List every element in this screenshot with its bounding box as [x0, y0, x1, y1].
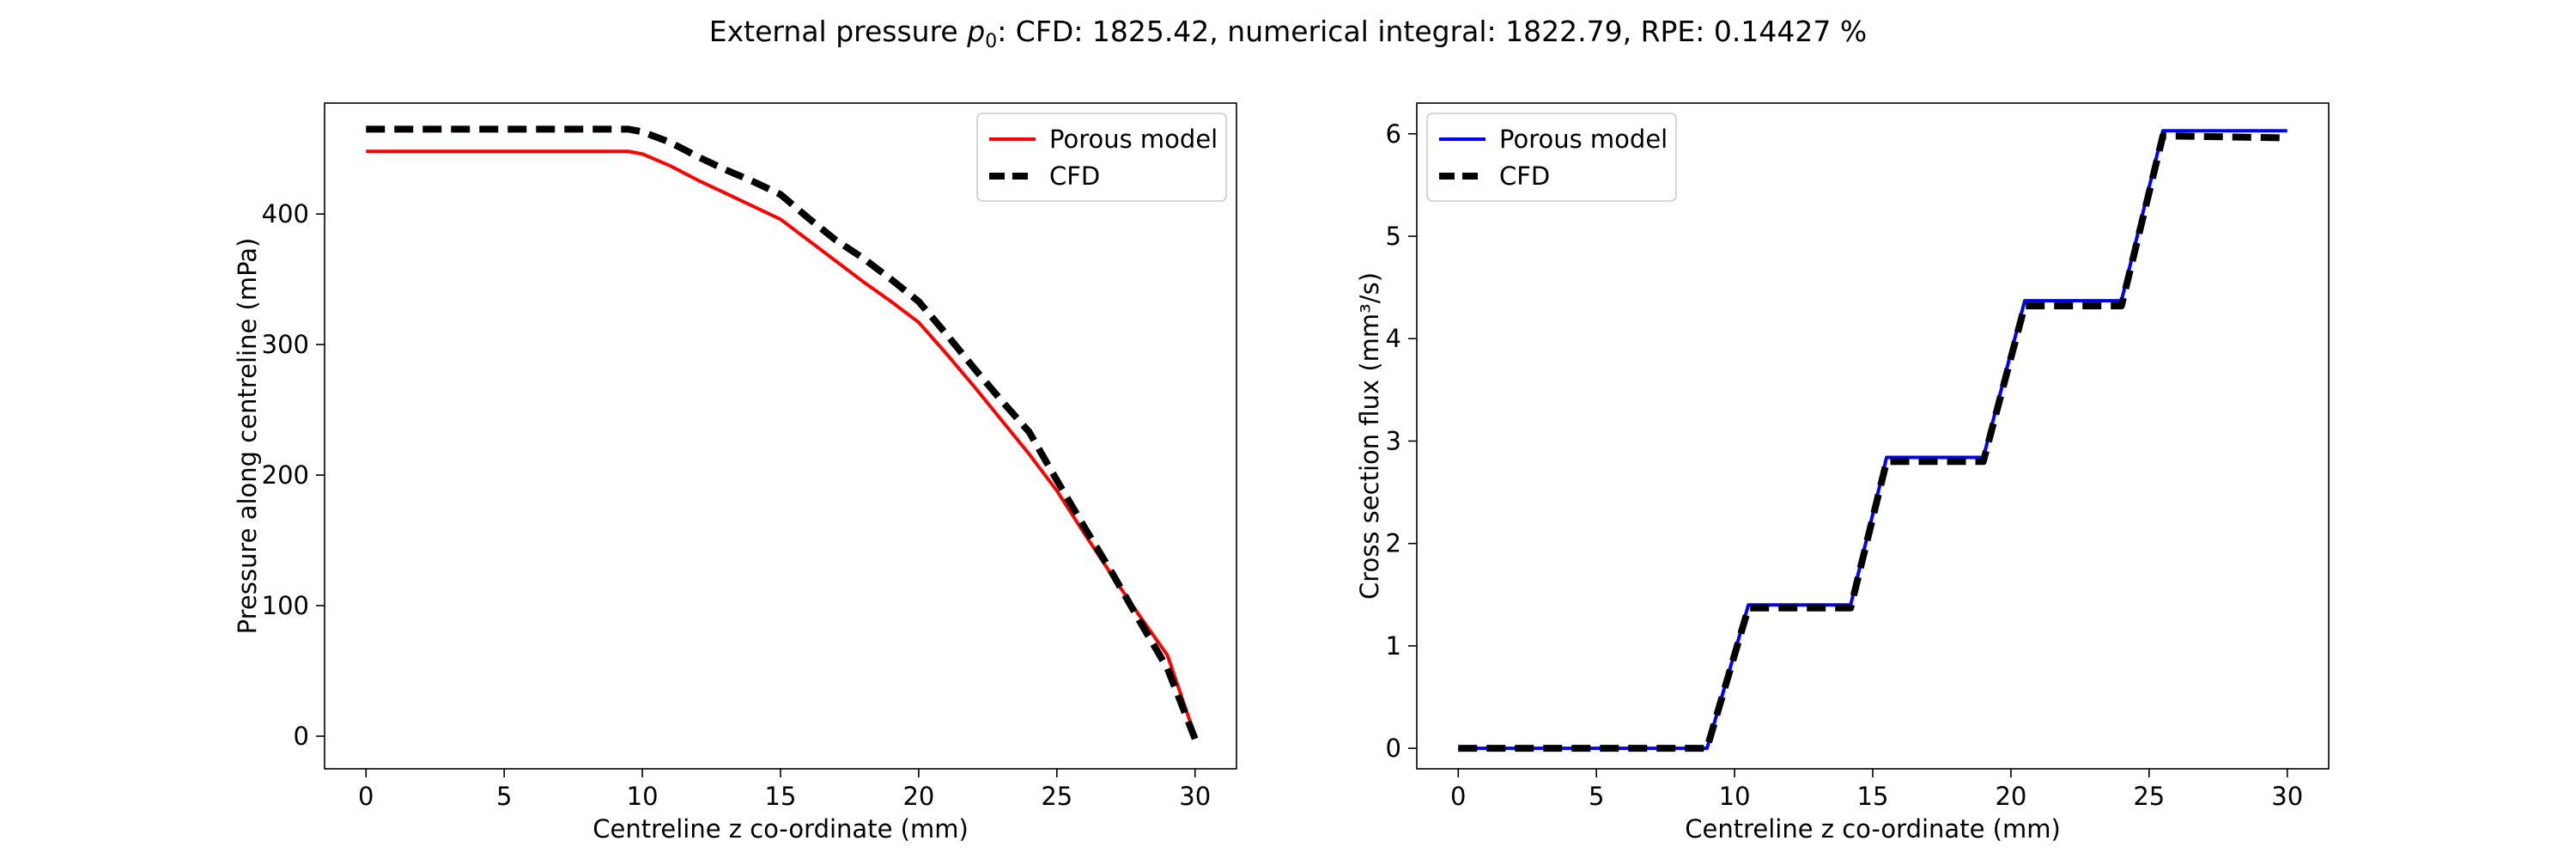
y-tick-label: 3	[1386, 426, 1401, 455]
x-tick-label: 10	[627, 782, 659, 811]
figure-title: External pressure p0: CFD: 1825.42, nume…	[709, 15, 1867, 52]
y-tick-label: 0	[294, 722, 309, 751]
flux-plot: 0 5 10 15 20 25 30 0 1 2 3 4 5 6 Centreline z co-ordin…	[1355, 102, 2330, 844]
legend-label: CFD	[1499, 161, 1550, 191]
y-tick-label: 0	[1386, 734, 1401, 763]
x-tick-label: 15	[1857, 782, 1889, 811]
x-tick-label: 0	[358, 782, 374, 811]
legend: Porous model CFD	[1426, 113, 1677, 202]
legend: Porous model CFD	[976, 113, 1227, 202]
y-tick-label: 2	[1386, 529, 1401, 558]
y-tick-label: 400	[262, 199, 309, 228]
series-line-cfd	[366, 125, 1199, 740]
y-tick-label: 4	[1386, 324, 1401, 353]
y-tick-label: 5	[1386, 222, 1401, 251]
legend-label: Porous model	[1049, 125, 1218, 154]
x-tick-label: 30	[1179, 782, 1211, 811]
y-axis-label: Cross section flux (mm³/s)	[1355, 272, 1384, 600]
y-tick-label: 300	[262, 330, 309, 359]
series-line-cfd	[1458, 132, 2287, 752]
legend-box	[1426, 113, 1677, 202]
series-line-porous-model	[366, 149, 1197, 737]
legend-box	[976, 113, 1227, 202]
axes-frame	[324, 102, 1237, 770]
x-tick-label: 25	[2133, 782, 2165, 811]
x-tick-label: 20	[902, 782, 934, 811]
x-axis-label: Centreline z co-ordinate (mm)	[1685, 814, 2061, 844]
x-axis-label: Centreline z co-ordinate (mm)	[592, 814, 969, 844]
y-tick-label: 200	[262, 460, 309, 490]
series-group	[1458, 129, 2287, 752]
x-tick-label: 15	[765, 782, 797, 811]
x-tick-label: 10	[1719, 782, 1751, 811]
x-tick-label: 20	[1995, 782, 2026, 811]
legend-label: Porous model	[1499, 125, 1668, 154]
series-line-porous-model	[1458, 129, 2287, 751]
y-axis-label: Pressure along centreline (mPa)	[233, 238, 262, 635]
y-tick-label: 100	[262, 591, 309, 620]
y-tick-label: 6	[1386, 119, 1401, 149]
x-tick-label: 0	[1450, 782, 1466, 811]
x-tick-label: 5	[496, 782, 512, 811]
x-tick-label: 25	[1041, 782, 1072, 811]
series-group	[366, 125, 1199, 740]
axes-frame	[1416, 102, 2330, 770]
y-tick-label: 1	[1386, 631, 1401, 661]
x-tick-label: 30	[2271, 782, 2303, 811]
x-tick-label: 5	[1589, 782, 1604, 811]
legend-label: CFD	[1049, 161, 1100, 191]
